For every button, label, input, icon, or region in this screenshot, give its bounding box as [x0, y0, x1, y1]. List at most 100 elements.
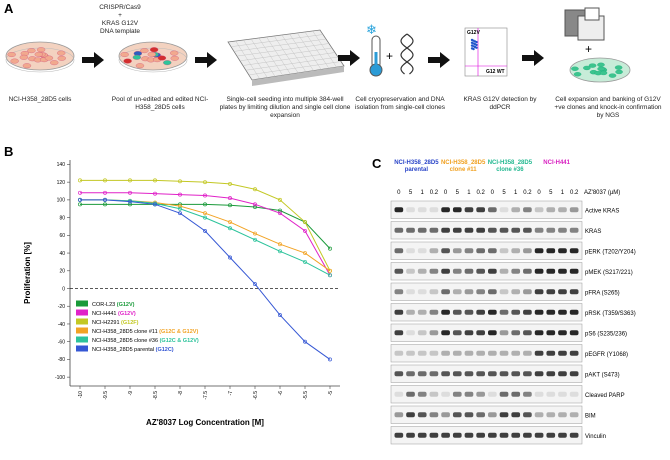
- legend-label: NCI-H358_28D5 parental (G12C): [92, 347, 174, 353]
- blot-band: [464, 391, 474, 397]
- blot-strip: [390, 221, 583, 240]
- blot-band: [546, 391, 556, 397]
- dose-label: 1: [467, 190, 471, 196]
- blot-band: [488, 268, 497, 274]
- plus: +: [386, 49, 393, 63]
- row-label: Active KRAS: [585, 208, 619, 214]
- blot-band: [488, 330, 497, 336]
- blot-band: [523, 268, 532, 274]
- blot-band: [476, 289, 485, 295]
- legend-swatch: [76, 345, 88, 352]
- legend-swatch: [76, 318, 88, 325]
- legend-name: NCI-H358_28D5 parental: [92, 347, 154, 353]
- row-label: pEGFR (Y1068): [585, 352, 628, 358]
- group-label: NCI-H358_28D5 clone #36: [487, 160, 533, 173]
- data-point: [178, 206, 182, 211]
- panel-label: A: [4, 1, 14, 16]
- plate-grid: [233, 38, 327, 52]
- plate-grid: [248, 61, 342, 76]
- blot-band: [569, 371, 579, 377]
- blot-band: [394, 309, 404, 315]
- blot-band: [499, 309, 509, 315]
- data-point: [203, 215, 207, 220]
- cell: [599, 70, 608, 76]
- data-point: [278, 197, 282, 202]
- data-point: [78, 190, 82, 195]
- blot-band: [546, 330, 556, 336]
- blot-band: [569, 227, 579, 233]
- y-tick-label: -60: [58, 339, 65, 345]
- legend-swatch: [76, 300, 88, 307]
- data-point: [203, 202, 207, 207]
- blot-band: [429, 371, 439, 377]
- blot-band: [441, 227, 450, 233]
- blot-band: [569, 289, 579, 295]
- legend-name: NCI-H441: [92, 311, 116, 317]
- cell: [588, 63, 597, 68]
- snowflake: ❄: [366, 22, 377, 37]
- blot-band: [534, 412, 544, 418]
- blot-band: [394, 432, 404, 438]
- blot-strip: [390, 344, 583, 363]
- blot-band: [511, 227, 521, 233]
- blot-band: [417, 412, 427, 418]
- blot-band: [511, 412, 521, 418]
- blot-band: [394, 330, 404, 336]
- blot-band: [476, 350, 485, 356]
- blot-band: [534, 330, 544, 336]
- data-point: [103, 178, 107, 183]
- arrow: [338, 50, 360, 66]
- cell: [170, 50, 179, 56]
- step-label: NCI-H358_28D5 cells: [8, 96, 72, 103]
- data-point: [128, 199, 132, 204]
- series-line: [80, 192, 331, 276]
- data-point: [228, 255, 232, 260]
- group-label: NCI-H441: [543, 160, 570, 166]
- y-tick-label: -80: [58, 357, 65, 363]
- blot-band: [452, 248, 462, 254]
- blot-band: [488, 289, 497, 295]
- blot-band: [558, 391, 567, 397]
- dose-label: 1: [561, 190, 565, 196]
- row-label: KRAS: [585, 229, 601, 235]
- dose-label: 0: [491, 190, 495, 196]
- blot-strip: [390, 385, 583, 404]
- data-point: [228, 220, 232, 224]
- blot-band: [464, 248, 474, 254]
- blot-band: [464, 371, 474, 377]
- step-label: Cell cryopreservation and DNA isolation …: [355, 96, 445, 111]
- blot-band: [523, 391, 532, 397]
- data-point: [103, 190, 107, 195]
- blot-band: [406, 412, 415, 418]
- x-tick-label: -7: [228, 391, 234, 396]
- series-line: [80, 199, 331, 276]
- blot-band: [441, 248, 450, 254]
- cell: [608, 73, 617, 78]
- data-point: [203, 180, 207, 185]
- blot-band: [534, 248, 544, 254]
- cell: [615, 69, 623, 75]
- dose-label: 5: [456, 190, 460, 196]
- arrow: [428, 52, 450, 68]
- dose-label: 0: [397, 190, 401, 196]
- blot-band: [569, 350, 579, 356]
- data-point: [128, 190, 132, 195]
- blot-band: [394, 268, 404, 274]
- data-point: [328, 273, 332, 278]
- blot-band: [523, 350, 532, 356]
- blot-band: [534, 432, 544, 438]
- group-label: NCI-H358_28D5 parental: [394, 160, 439, 173]
- blot-band: [464, 412, 474, 418]
- cell: [123, 58, 132, 64]
- blot-band: [569, 207, 579, 213]
- ddpcr-wildtype: G12 WT: [486, 69, 505, 75]
- blot-strip: [390, 282, 583, 301]
- input-line: +: [118, 12, 122, 19]
- data-point: [328, 357, 332, 362]
- data-point: [253, 231, 257, 236]
- blot-band: [429, 289, 439, 295]
- blot-band: [464, 330, 474, 336]
- plate-grid: [239, 47, 333, 61]
- data-point: [253, 282, 257, 287]
